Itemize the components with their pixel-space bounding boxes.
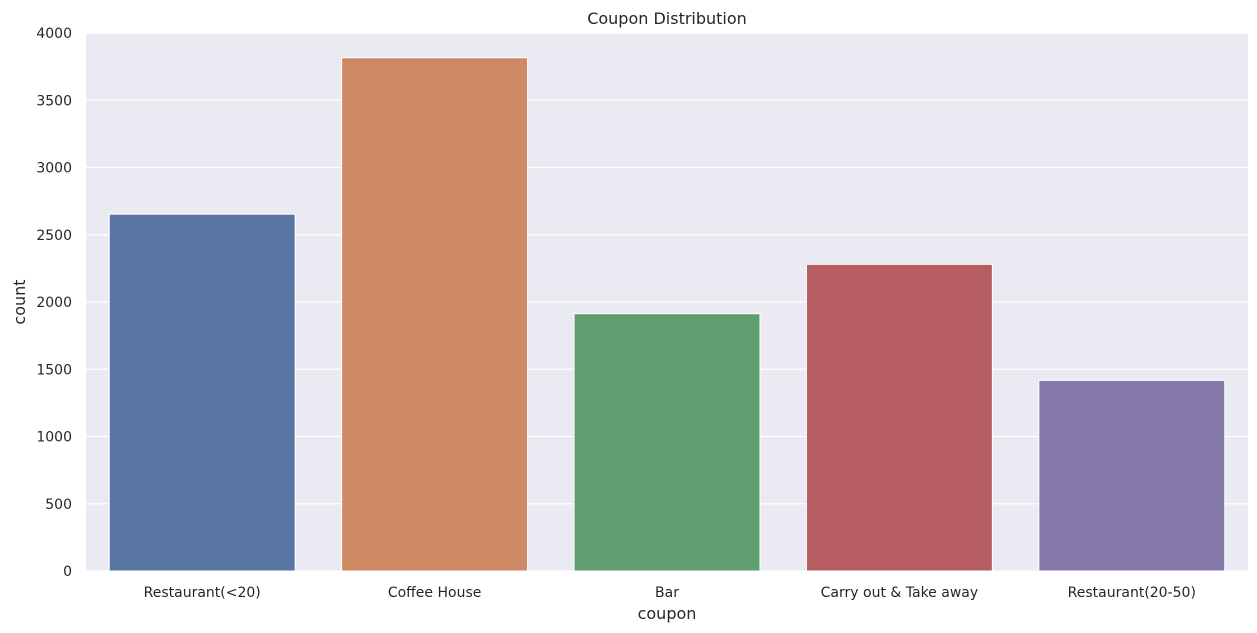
bar-restaurant-20-50	[1038, 379, 1226, 572]
x-axis-label: coupon	[638, 604, 697, 623]
y-tick-label: 2500	[36, 228, 72, 244]
x-tick-label: Restaurant(<20)	[144, 585, 261, 601]
chart-title: Coupon Distribution	[587, 9, 747, 28]
bar-restaurant-20	[108, 213, 296, 572]
bar-bar	[573, 313, 761, 572]
x-tick-label: Restaurant(20-50)	[1068, 585, 1196, 601]
y-axis-label: count	[10, 279, 29, 324]
y-tick-label: 1000	[36, 430, 72, 446]
y-tick-label: 0	[63, 564, 72, 580]
y-tick-label: 3000	[36, 161, 72, 177]
y-tick-label: 2000	[36, 295, 72, 311]
y-axis-ticks: 0 500 1000 1500 2000 2500 3000 3500 4000	[36, 26, 72, 580]
y-tick-label: 4000	[36, 26, 72, 42]
x-tick-label: Bar	[655, 585, 679, 601]
bar-coffee-house	[341, 57, 529, 572]
x-tick-label: Coffee House	[388, 585, 482, 601]
y-tick-label: 500	[45, 497, 72, 513]
y-tick-label: 3500	[36, 93, 72, 109]
bars	[108, 57, 1226, 572]
bar-carry-out-take-away	[805, 263, 993, 572]
x-axis-ticks: Restaurant(<20) Coffee House Bar Carry out …	[144, 585, 1196, 601]
y-tick-label: 1500	[36, 362, 72, 378]
x-tick-label: Carry out & Take away	[821, 585, 978, 601]
